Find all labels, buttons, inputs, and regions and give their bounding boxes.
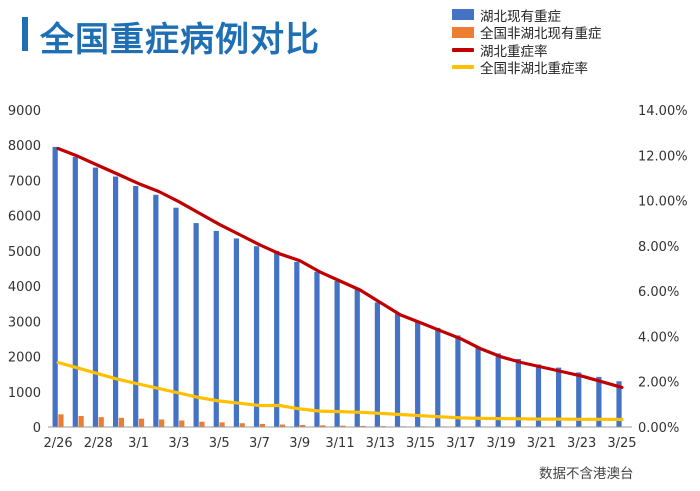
bar-nonhubei-3/4 <box>199 421 205 427</box>
y2-tick-label-6: 12.00% <box>638 149 688 164</box>
bar-hubei-2/28 <box>92 167 99 428</box>
x-tick-label-14: 3/25 <box>607 436 636 451</box>
bar-hubei-3/1 <box>133 185 139 427</box>
bar-hubei-3/17 <box>455 335 461 427</box>
x-tick-label-4: 3/5 <box>209 436 230 451</box>
x-tick-label-3: 3/3 <box>168 436 189 451</box>
bar-hubei-3/23 <box>576 372 582 427</box>
bar-hubei-3/19 <box>495 353 501 427</box>
x-tick-label-1: 2/28 <box>84 436 113 451</box>
bar-nonhubei-3/2 <box>159 419 165 427</box>
bar-hubei-3/14 <box>394 313 401 427</box>
y-tick-label-5: 5000 <box>8 245 41 260</box>
line-hubei-rate <box>56 146 624 389</box>
y2-tick-label-7: 14.00% <box>638 104 688 119</box>
legend-label-hubei-line: 湖北重症率 <box>480 43 548 60</box>
bar-hubei-3/8 <box>274 250 280 427</box>
bar-hubei-3/13 <box>374 302 380 427</box>
x-tick-label-7: 3/11 <box>325 436 354 451</box>
bar-hubei-3/5 <box>213 230 219 427</box>
bar-nonhubei-3/7 <box>259 423 265 427</box>
legend-label-nonhubei-bar: 全国非湖北现有重症 <box>480 26 602 43</box>
legend-swatch-hubei-line <box>452 47 474 52</box>
bar-nonhubei-2/27 <box>78 415 84 427</box>
bar-nonhubei-2/29 <box>118 417 124 427</box>
bar-nonhubei-2/26 <box>58 414 64 427</box>
chart-title: 全国重症病例对比 <box>40 20 320 60</box>
bar-nonhubei-3/1 <box>138 418 145 427</box>
x-tick-label-6: 3/9 <box>289 436 310 451</box>
bar-hubei-2/27 <box>72 157 78 427</box>
x-tick-label-10: 3/17 <box>446 436 475 451</box>
footnote: 数据不含港澳台 <box>539 466 634 482</box>
line-nonhubei-rate <box>56 360 624 422</box>
bar-hubei-3/18 <box>475 346 481 427</box>
bar-hubei-3/4 <box>193 223 199 427</box>
bar-hubei-3/3 <box>173 207 179 427</box>
bar-hubei-2/26 <box>52 146 58 427</box>
legend-swatch-hubei-bar <box>452 9 474 21</box>
bar-hubei-2/29 <box>112 176 119 427</box>
y2-tick-label-4: 8.00% <box>638 240 679 255</box>
y2-tick-label-0: 0.00% <box>638 421 679 436</box>
x-tick-label-9: 3/15 <box>406 436 435 451</box>
bar-hubei-3/6 <box>233 238 240 427</box>
legend: 湖北现有重症 全国非湖北现有重症 湖北重症率 全国非湖北重症率 <box>452 6 602 77</box>
x-tick-label-12: 3/21 <box>527 436 556 451</box>
y-tick-label-6: 6000 <box>8 210 41 225</box>
x-tick-label-13: 3/23 <box>567 436 596 451</box>
bar-hubei-3/9 <box>294 261 300 427</box>
x-tick-label-0: 2/26 <box>43 436 72 451</box>
y2-tick-label-2: 4.00% <box>638 330 679 345</box>
bar-nonhubei-3/3 <box>179 420 185 427</box>
x-tick-label-8: 3/13 <box>366 436 395 451</box>
bar-nonhubei-3/9 <box>300 424 306 427</box>
x-tick-label-5: 3/7 <box>249 436 270 451</box>
bar-hubei-3/25 <box>616 381 622 427</box>
y-tick-label-8: 8000 <box>8 139 41 154</box>
legend-item-nonhubei-line: 全国非湖北重症率 <box>452 59 602 77</box>
y-tick-label-9: 9000 <box>8 104 41 119</box>
bar-hubei-3/15 <box>415 321 421 427</box>
y2-tick-label-5: 10.00% <box>638 195 688 210</box>
title-accent-bar <box>22 17 28 51</box>
bar-nonhubei-3/11 <box>340 425 346 427</box>
bar-nonhubei-3/6 <box>239 423 245 427</box>
bar-hubei-3/2 <box>153 194 159 427</box>
y-tick-label-2: 2000 <box>8 351 41 366</box>
bar-hubei-3/7 <box>253 246 260 427</box>
bar-hubei-3/22 <box>556 367 562 427</box>
bar-hubei-3/20 <box>515 358 521 427</box>
y-tick-label-7: 7000 <box>8 174 41 189</box>
y-tick-label-1: 1000 <box>8 386 41 401</box>
bar-nonhubei-2/28 <box>98 417 104 427</box>
legend-swatch-nonhubei-line <box>452 65 474 70</box>
y-tick-label-0: 0 <box>33 421 41 436</box>
bar-hubei-3/10 <box>314 271 320 427</box>
legend-item-hubei-line: 湖北重症率 <box>452 41 602 60</box>
legend-item-nonhubei-bar: 全国非湖北现有重症 <box>452 24 602 42</box>
bar-nonhubei-3/12 <box>360 425 366 427</box>
bar-hubei-3/21 <box>535 364 542 427</box>
legend-swatch-nonhubei-bar <box>452 26 474 38</box>
legend-label-nonhubei-line: 全国非湖北重症率 <box>480 61 588 78</box>
y-tick-label-4: 4000 <box>8 280 41 295</box>
legend-label-hubei-bar: 湖北现有重症 <box>480 8 561 25</box>
y2-tick-label-1: 2.00% <box>638 376 679 391</box>
y-tick-label-3: 3000 <box>8 315 41 330</box>
bar-nonhubei-3/8 <box>279 424 286 427</box>
legend-item-hubei-bar: 湖北现有重症 <box>452 6 602 25</box>
x-tick-label-11: 3/19 <box>487 436 516 451</box>
bar-hubei-3/24 <box>596 376 602 427</box>
x-tick-label-2: 3/1 <box>128 436 149 451</box>
bar-hubei-3/11 <box>334 280 340 427</box>
y2-tick-label-3: 6.00% <box>638 285 679 300</box>
bar-nonhubei-3/5 <box>219 422 225 427</box>
bar-hubei-3/12 <box>354 288 360 427</box>
bar-nonhubei-3/10 <box>320 425 326 427</box>
bar-hubei-3/16 <box>435 327 441 427</box>
